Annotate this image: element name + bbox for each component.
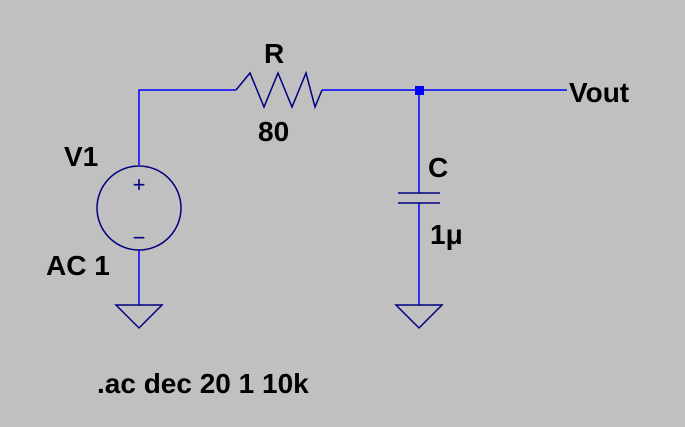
capacitor-value-label[interactable]: 1μ <box>430 219 463 250</box>
output-net-label[interactable]: Vout <box>569 77 630 108</box>
ground-symbol-capacitor[interactable] <box>394 304 444 330</box>
spice-directive[interactable]: .ac dec 20 1 10k <box>97 368 309 399</box>
ground-symbol-source[interactable] <box>114 304 164 330</box>
capacitor-symbol[interactable] <box>398 192 440 204</box>
capacitor-name-label[interactable]: C <box>428 152 449 183</box>
source-minus-sign: − <box>133 225 146 250</box>
source-value-label[interactable]: AC 1 <box>46 250 110 281</box>
resistor-value-label[interactable]: 80 <box>258 116 290 147</box>
voltage-source-symbol[interactable]: + − <box>96 165 182 251</box>
wire-source-to-resistor[interactable] <box>138 89 236 165</box>
source-name-label[interactable]: V1 <box>64 141 99 172</box>
source-plus-sign: + <box>133 172 146 197</box>
junction-dot[interactable] <box>415 86 424 95</box>
resistor-name-label[interactable]: R <box>264 38 285 69</box>
resistor-symbol[interactable] <box>235 70 323 110</box>
